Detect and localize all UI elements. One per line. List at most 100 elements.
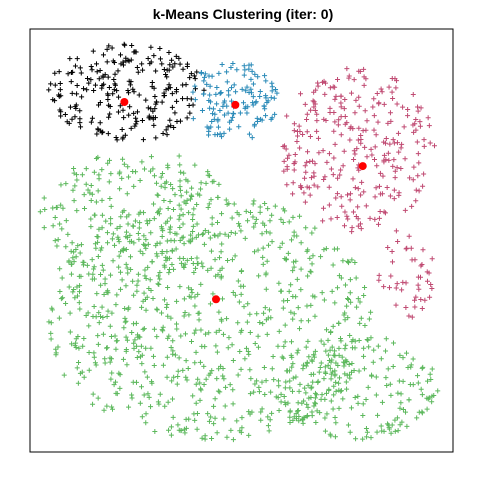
data-point-cluster-3 <box>324 159 330 165</box>
data-point-cluster-2 <box>228 64 234 70</box>
data-point-cluster-3 <box>405 113 411 119</box>
data-point-cluster-4 <box>107 355 113 361</box>
data-point-cluster-4 <box>164 354 170 360</box>
data-point-cluster-4 <box>305 273 311 279</box>
data-point-cluster-3 <box>334 215 340 221</box>
data-point-cluster-4 <box>346 361 352 367</box>
data-point-cluster-4 <box>200 264 206 270</box>
data-point-cluster-3 <box>326 151 332 157</box>
data-point-cluster-4 <box>302 385 308 391</box>
data-point-cluster-1 <box>165 86 171 92</box>
data-point-cluster-4 <box>185 365 191 371</box>
data-point-cluster-4 <box>118 214 124 220</box>
data-point-cluster-3 <box>356 125 362 131</box>
data-point-cluster-3 <box>403 304 409 310</box>
data-point-cluster-4 <box>173 246 179 252</box>
data-point-cluster-3 <box>314 128 320 134</box>
data-point-cluster-4 <box>77 250 83 256</box>
data-point-cluster-4 <box>353 436 359 442</box>
data-point-cluster-1 <box>92 82 98 88</box>
data-point-cluster-4 <box>81 374 87 380</box>
data-point-cluster-4 <box>183 416 189 422</box>
data-point-cluster-1 <box>119 126 125 132</box>
data-point-cluster-4 <box>178 206 184 212</box>
data-point-cluster-4 <box>86 349 92 355</box>
data-point-cluster-3 <box>303 169 309 175</box>
data-point-cluster-4 <box>133 320 139 326</box>
data-point-cluster-4 <box>123 234 129 240</box>
data-point-cluster-4 <box>247 209 253 215</box>
data-point-cluster-4 <box>100 331 106 337</box>
data-point-cluster-4 <box>268 389 274 395</box>
data-point-cluster-4 <box>48 320 54 326</box>
data-point-cluster-1 <box>118 52 123 58</box>
data-point-cluster-1 <box>57 80 63 86</box>
data-point-cluster-1 <box>88 77 94 83</box>
data-point-cluster-4 <box>281 343 287 349</box>
data-point-cluster-2 <box>207 105 213 111</box>
data-point-cluster-4 <box>167 229 173 235</box>
data-point-cluster-4 <box>197 386 203 392</box>
data-point-cluster-4 <box>157 391 163 397</box>
data-point-cluster-4 <box>329 357 335 363</box>
data-point-cluster-1 <box>56 93 62 99</box>
data-point-cluster-3 <box>418 263 424 269</box>
data-point-cluster-4 <box>68 271 74 277</box>
data-point-cluster-3 <box>326 202 332 208</box>
data-point-cluster-4 <box>131 183 137 189</box>
data-point-cluster-4 <box>303 363 309 369</box>
data-point-cluster-3 <box>382 210 388 216</box>
data-point-cluster-2 <box>207 92 213 98</box>
data-point-cluster-3 <box>284 164 290 170</box>
data-point-cluster-4 <box>77 370 83 376</box>
data-point-cluster-4 <box>178 333 184 339</box>
data-point-cluster-1 <box>140 67 146 73</box>
data-point-cluster-4 <box>88 224 94 230</box>
data-point-cluster-4 <box>143 420 149 426</box>
data-point-cluster-4 <box>108 333 114 339</box>
data-point-cluster-4 <box>381 428 387 434</box>
data-point-cluster-4 <box>63 218 69 224</box>
data-point-cluster-3 <box>361 82 367 88</box>
data-point-cluster-3 <box>372 216 378 222</box>
data-point-cluster-4 <box>164 301 170 307</box>
data-point-cluster-4 <box>364 434 370 440</box>
data-point-cluster-4 <box>96 226 102 232</box>
data-point-cluster-2 <box>210 106 216 112</box>
data-point-cluster-4 <box>321 376 327 382</box>
data-point-cluster-3 <box>420 247 426 253</box>
data-point-cluster-4 <box>321 341 327 347</box>
data-point-cluster-4 <box>287 419 293 425</box>
data-point-cluster-4 <box>235 320 241 326</box>
data-point-cluster-4 <box>323 246 329 252</box>
data-point-cluster-3 <box>387 110 393 116</box>
data-point-cluster-4 <box>291 264 297 270</box>
data-point-cluster-3 <box>308 107 314 113</box>
data-point-cluster-4 <box>76 300 82 306</box>
data-point-cluster-4 <box>304 412 310 418</box>
data-point-cluster-2 <box>236 124 242 130</box>
data-point-cluster-4 <box>365 337 371 343</box>
data-point-cluster-3 <box>405 106 411 112</box>
data-point-cluster-4 <box>307 268 313 274</box>
data-point-cluster-2 <box>215 124 221 130</box>
data-point-cluster-3 <box>426 270 432 276</box>
data-point-cluster-2 <box>240 100 246 106</box>
data-point-cluster-1 <box>114 88 120 94</box>
data-point-cluster-4 <box>139 414 145 420</box>
data-point-cluster-3 <box>418 296 424 302</box>
data-point-cluster-4 <box>148 168 154 174</box>
data-point-cluster-4 <box>290 375 296 381</box>
data-point-cluster-4 <box>264 258 270 264</box>
data-point-cluster-4 <box>178 260 184 266</box>
data-point-cluster-4 <box>251 249 257 255</box>
data-point-cluster-4 <box>339 354 345 360</box>
data-point-cluster-4 <box>262 305 268 311</box>
data-point-cluster-4 <box>278 288 284 294</box>
data-point-cluster-4 <box>160 328 166 334</box>
data-point-cluster-4 <box>215 272 221 278</box>
data-point-cluster-4 <box>143 275 149 281</box>
data-point-cluster-4 <box>288 339 294 345</box>
data-point-cluster-4 <box>331 392 337 398</box>
data-point-cluster-1 <box>148 44 154 50</box>
